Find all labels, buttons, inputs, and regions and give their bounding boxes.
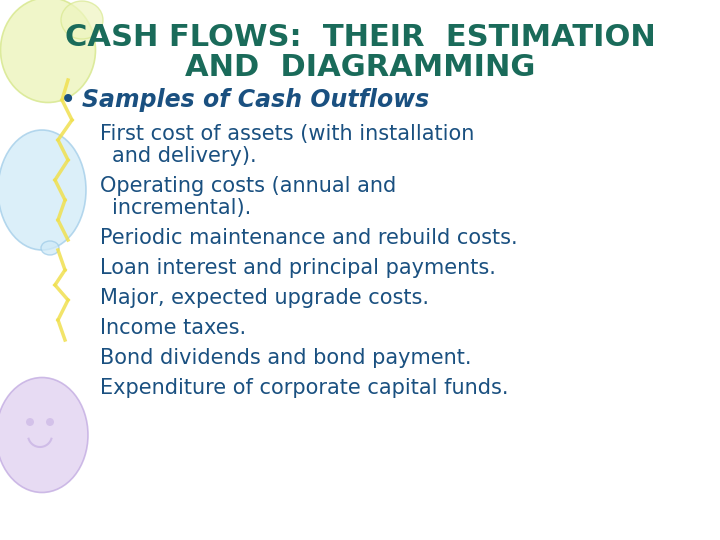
- Text: Bond dividends and bond payment.: Bond dividends and bond payment.: [100, 348, 472, 368]
- Text: Loan interest and principal payments.: Loan interest and principal payments.: [100, 258, 496, 278]
- Ellipse shape: [0, 377, 88, 492]
- Ellipse shape: [0, 130, 86, 250]
- Ellipse shape: [41, 241, 59, 255]
- Text: First cost of assets (with installation: First cost of assets (with installation: [100, 124, 474, 144]
- Text: Samples of Cash Outflows: Samples of Cash Outflows: [82, 88, 429, 112]
- Text: •: •: [60, 86, 76, 114]
- Text: Income taxes.: Income taxes.: [100, 318, 246, 338]
- Text: CASH FLOWS:  THEIR  ESTIMATION: CASH FLOWS: THEIR ESTIMATION: [65, 24, 655, 52]
- Ellipse shape: [61, 1, 103, 39]
- Circle shape: [26, 418, 34, 426]
- Text: AND  DIAGRAMMING: AND DIAGRAMMING: [185, 52, 535, 82]
- Text: Periodic maintenance and rebuild costs.: Periodic maintenance and rebuild costs.: [100, 228, 518, 248]
- Text: and delivery).: and delivery).: [112, 146, 256, 166]
- Text: Expenditure of corporate capital funds.: Expenditure of corporate capital funds.: [100, 378, 508, 398]
- Text: Operating costs (annual and: Operating costs (annual and: [100, 176, 396, 196]
- Text: incremental).: incremental).: [112, 198, 251, 218]
- Text: Major, expected upgrade costs.: Major, expected upgrade costs.: [100, 288, 429, 308]
- Ellipse shape: [1, 0, 96, 103]
- Circle shape: [46, 418, 54, 426]
